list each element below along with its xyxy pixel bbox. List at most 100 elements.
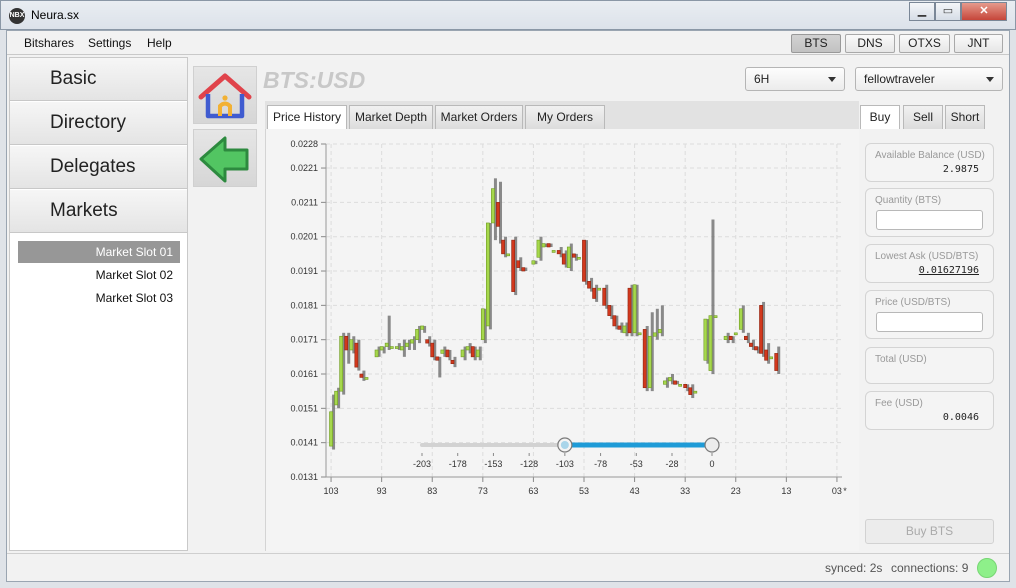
candle xyxy=(531,260,538,265)
candle xyxy=(713,315,718,318)
network-jnt-button[interactable]: JNT xyxy=(954,34,1003,53)
candle-body-down xyxy=(749,342,753,347)
candle xyxy=(430,339,437,361)
candle-body-down xyxy=(511,239,516,292)
candle xyxy=(486,222,492,330)
candle-body-up xyxy=(384,342,389,347)
range-slider[interactable]: -203 -178 -153 -128 -103 -78 -53 -28 0 xyxy=(413,437,720,469)
nav-delegates-button[interactable]: Delegates xyxy=(10,146,187,189)
price-history-chart[interactable]: 0.0131 0.0141 0.0151 0.0161 0.0171 0.0181 0.01… xyxy=(266,129,860,551)
tab-market-depth[interactable]: Market Depth xyxy=(349,105,433,129)
candle xyxy=(415,325,422,344)
nav-directory-button[interactable]: Directory xyxy=(10,102,187,145)
candle xyxy=(329,394,336,450)
candle xyxy=(723,332,730,344)
network-dns-button[interactable]: DNS xyxy=(845,34,895,53)
candle xyxy=(394,343,401,350)
tab-market-orders[interactable]: Market Orders xyxy=(435,105,523,129)
network-bts-button[interactable]: BTS xyxy=(791,34,841,53)
candle-body-up xyxy=(379,346,384,351)
candle-body-down xyxy=(673,380,677,385)
candle xyxy=(425,336,432,347)
candle xyxy=(668,374,674,385)
candle-body-down xyxy=(354,342,359,368)
lowest-ask-value[interactable]: 0.01627196 xyxy=(918,265,979,276)
home-icon xyxy=(198,73,252,119)
connections-status: connections: 9 xyxy=(891,561,969,575)
candle xyxy=(470,346,477,361)
candle-body-down xyxy=(496,202,500,227)
tab-short[interactable]: Short xyxy=(945,105,985,129)
quantity-input[interactable] xyxy=(876,210,983,230)
window-titlebar[interactable]: NBX Neura.sx ▁ ▭ ✕ xyxy=(0,0,1016,30)
candle xyxy=(647,312,654,392)
account-select[interactable]: fellowtraveler xyxy=(855,67,1003,91)
menu-bitshares[interactable]: Bitshares xyxy=(24,36,75,50)
minimize-button[interactable]: ▁ xyxy=(909,2,935,21)
synced-status: synced: 2s xyxy=(825,561,883,575)
chart-y-axis: 0.0131 0.0141 0.0151 0.0161 0.0171 0.0181 0.01… xyxy=(290,139,327,482)
close-button[interactable]: ✕ xyxy=(961,2,1007,21)
candle-body-up xyxy=(349,339,354,351)
lowest-ask-box: Lowest Ask (USD/BTS) 0.01627196 xyxy=(865,244,994,283)
candle xyxy=(738,305,745,333)
candle-body-up xyxy=(420,325,424,330)
minimize-icon: ▁ xyxy=(917,5,927,17)
candle-body-up xyxy=(531,260,536,265)
back-button[interactable] xyxy=(193,129,257,187)
y-tick-label: 0.0131 xyxy=(290,472,318,482)
candle xyxy=(617,322,624,333)
candle-body-up xyxy=(652,332,657,337)
nav-basic-button[interactable]: Basic xyxy=(10,58,187,101)
candle-body-down xyxy=(344,335,349,351)
account-value: fellowtraveler xyxy=(864,72,935,86)
candle-body-up xyxy=(632,284,637,334)
candle-body-up xyxy=(723,335,728,340)
x-tick-label: * xyxy=(843,486,847,496)
y-tick-label: 0.0221 xyxy=(290,163,318,173)
candle-body-up xyxy=(405,342,409,347)
candle-body-up xyxy=(440,349,445,354)
tab-sell[interactable]: Sell xyxy=(903,105,943,129)
y-tick-label: 0.0228 xyxy=(290,139,318,149)
tab-price-history[interactable]: Price History xyxy=(267,105,347,130)
candle xyxy=(359,370,366,381)
chart-candles xyxy=(329,178,781,450)
buy-bts-button[interactable]: Buy BTS xyxy=(865,519,994,544)
candle-body-up xyxy=(329,411,333,447)
candle-body-down xyxy=(602,287,607,306)
slider-low-thumb[interactable] xyxy=(557,437,573,453)
nav-markets-button[interactable]: Markets xyxy=(10,190,187,233)
tab-buy[interactable]: Buy xyxy=(860,105,900,129)
maximize-button[interactable]: ▭ xyxy=(935,2,961,21)
candle xyxy=(612,315,619,330)
market-slot-01[interactable]: Market Slot 01 xyxy=(18,241,180,263)
candle xyxy=(450,356,457,368)
price-box: Price (USD/BTS) xyxy=(865,290,994,339)
interval-select[interactable]: 6H xyxy=(745,67,845,91)
market-slot-03[interactable]: Market Slot 03 xyxy=(95,291,173,305)
candle-body-up xyxy=(637,332,642,336)
x-tick-label: 73 xyxy=(478,486,488,496)
slider-high-thumb[interactable] xyxy=(704,437,720,453)
candle-body-up xyxy=(703,318,708,361)
tab-my-orders[interactable]: My Orders xyxy=(525,105,605,129)
candle xyxy=(749,339,755,350)
candle xyxy=(374,346,381,358)
network-otxs-button[interactable]: OTXS xyxy=(899,34,950,53)
menu-help[interactable]: Help xyxy=(147,36,172,50)
candle-body-down xyxy=(435,356,440,361)
total-box: Total (USD) xyxy=(865,347,994,384)
candle xyxy=(673,380,680,385)
market-slot-02[interactable]: Market Slot 02 xyxy=(95,268,173,282)
price-input[interactable] xyxy=(876,312,983,332)
candle xyxy=(364,377,369,380)
slider-tick-label: -78 xyxy=(594,459,607,469)
candle xyxy=(728,335,735,344)
candle xyxy=(592,284,599,302)
menu-settings[interactable]: Settings xyxy=(88,36,132,50)
home-button[interactable] xyxy=(193,66,257,124)
maximize-icon: ▭ xyxy=(942,5,954,17)
candle xyxy=(607,305,614,320)
candle-body-up xyxy=(738,308,743,330)
